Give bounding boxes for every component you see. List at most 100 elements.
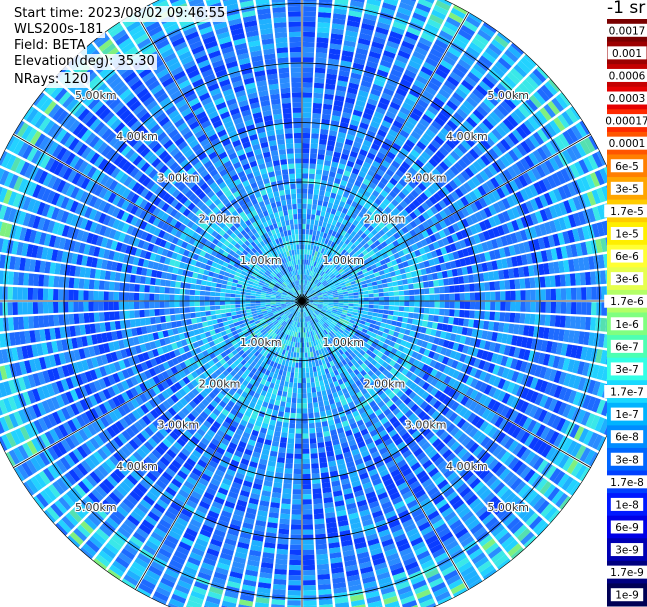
beta-cell xyxy=(319,338,323,344)
beta-cell xyxy=(277,457,285,464)
beta-cell xyxy=(279,380,285,387)
beta-cell xyxy=(558,386,568,401)
beta-cell xyxy=(319,457,327,464)
beta-cell xyxy=(138,583,154,595)
beta-cell xyxy=(289,554,301,561)
beta-cell xyxy=(251,539,263,547)
beta-cell xyxy=(293,468,302,475)
beta-cell xyxy=(329,360,335,367)
beta-cell xyxy=(292,484,302,490)
beta-cell xyxy=(457,432,468,444)
beta-cell xyxy=(483,384,493,395)
beta-cell xyxy=(293,336,297,343)
beta-cell xyxy=(562,404,572,418)
beta-cell xyxy=(292,315,296,321)
beta-cell xyxy=(260,453,269,461)
beta-cell xyxy=(498,418,509,431)
beta-cell xyxy=(310,325,314,331)
beta-cell xyxy=(307,303,313,307)
beta-cell xyxy=(318,302,324,305)
beta-cell xyxy=(318,401,324,407)
beta-cell xyxy=(285,463,293,469)
beta-cell xyxy=(234,551,248,560)
beta-cell xyxy=(165,534,179,545)
beta-cell xyxy=(463,355,472,365)
beta-cell xyxy=(196,415,206,424)
beta-cell xyxy=(338,361,344,368)
beta-cell xyxy=(381,361,389,369)
beta-cell xyxy=(113,291,119,301)
beta-cell xyxy=(352,309,359,313)
beta-cell xyxy=(543,327,550,339)
beta-cell xyxy=(245,295,251,299)
beta-cell xyxy=(294,331,297,338)
beta-cell xyxy=(344,329,350,335)
beta-cell xyxy=(207,591,222,600)
beta-cell xyxy=(438,363,447,373)
beta-cell xyxy=(419,474,430,484)
beta-cell xyxy=(424,445,435,455)
beta-cell xyxy=(488,442,499,454)
beta-cell xyxy=(171,478,183,489)
beta-cell xyxy=(370,319,377,325)
beta-cell xyxy=(183,462,194,472)
beta-cell xyxy=(124,310,130,319)
beta-cell xyxy=(321,421,328,427)
beta-cell xyxy=(324,334,330,341)
beta-cell xyxy=(257,359,263,366)
beta-cell xyxy=(496,332,503,343)
beta-cell xyxy=(518,324,525,336)
beta-cell xyxy=(453,444,464,455)
beta-cell xyxy=(515,301,521,312)
beta-cell xyxy=(235,472,245,480)
beta-cell xyxy=(468,442,480,454)
beta-cell xyxy=(262,401,269,408)
beta-cell xyxy=(419,497,432,508)
beta-cell xyxy=(302,332,304,338)
beta-cell xyxy=(352,375,359,383)
beta-cell xyxy=(348,584,363,592)
beta-cell xyxy=(441,507,454,518)
beta-cell xyxy=(516,336,523,347)
beta-cell xyxy=(394,576,409,586)
beta-cell xyxy=(558,371,567,385)
beta-cell xyxy=(283,386,288,392)
beta-cell xyxy=(523,325,530,336)
beta-cell xyxy=(195,284,201,290)
beta-cell xyxy=(171,554,186,565)
beta-cell xyxy=(253,357,260,364)
beta-cell xyxy=(350,358,357,365)
beta-cell xyxy=(169,308,175,315)
beta-cell xyxy=(364,343,371,349)
beta-cell xyxy=(227,528,240,537)
beta-cell xyxy=(215,491,227,501)
beta-cell xyxy=(220,510,232,519)
beta-cell xyxy=(260,427,268,434)
beta-cell xyxy=(128,565,144,578)
beta-cell xyxy=(325,445,334,452)
beta-cell xyxy=(254,350,260,357)
beta-cell xyxy=(344,559,357,567)
beta-cell xyxy=(383,595,399,605)
beta-cell xyxy=(371,342,378,349)
beta-cell xyxy=(326,388,332,395)
beta-cell xyxy=(242,431,251,439)
beta-cell xyxy=(324,368,330,375)
beta-cell xyxy=(548,398,558,412)
beta-cell xyxy=(352,312,358,316)
beta-cell xyxy=(78,313,85,324)
beta-cell xyxy=(529,313,536,325)
beta-cell xyxy=(255,387,263,395)
beta-cell xyxy=(582,394,592,409)
beta-cell xyxy=(513,524,528,538)
beta-cell xyxy=(379,301,385,305)
beta-cell xyxy=(133,301,140,310)
beta-cell xyxy=(287,324,292,330)
beta-cell xyxy=(224,473,234,482)
beta-cell xyxy=(520,448,532,462)
beta-cell xyxy=(360,331,366,337)
beta-cell xyxy=(388,352,395,360)
beta-cell xyxy=(190,590,206,600)
beta-cell xyxy=(191,449,202,459)
beta-cell xyxy=(320,472,330,479)
